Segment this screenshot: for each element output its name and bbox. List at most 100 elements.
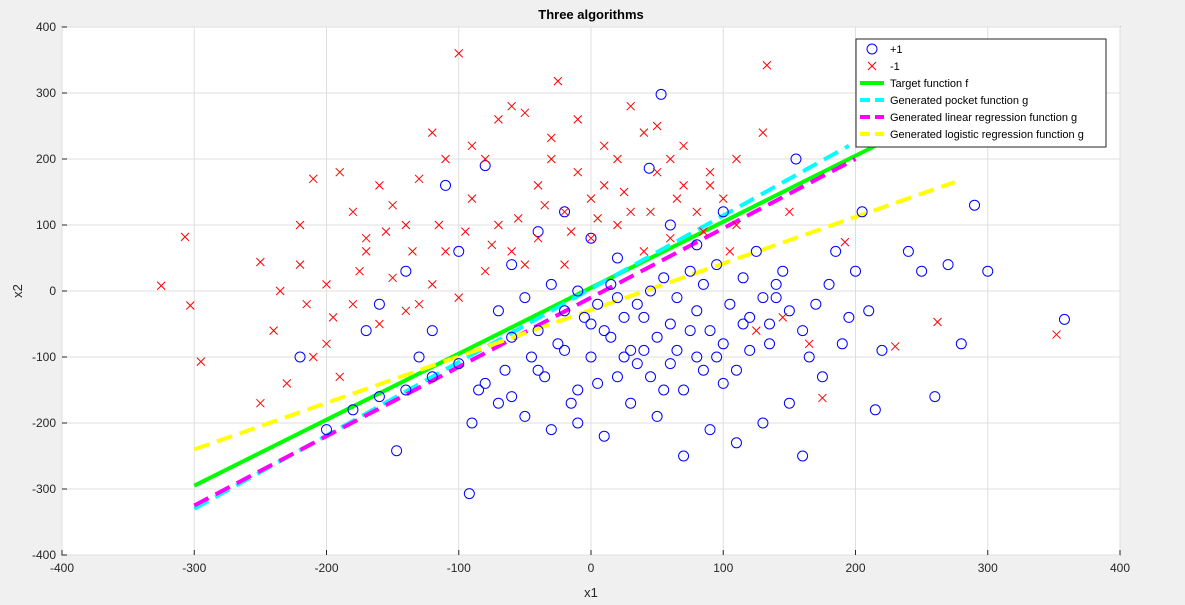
data-point-plus1 <box>479 160 491 172</box>
legend-label: +1 <box>890 44 903 56</box>
data-point-minus1 <box>414 299 424 309</box>
data-point-minus1 <box>355 266 364 276</box>
data-point-minus1 <box>185 301 195 310</box>
x-tick-label: 0 <box>588 561 595 575</box>
data-point-minus1 <box>732 220 741 230</box>
legend-label: Target function f <box>890 78 969 90</box>
data-point-minus1 <box>586 233 596 243</box>
data-point-minus1 <box>626 101 636 111</box>
data-point-minus1 <box>256 257 265 267</box>
data-point-plus1 <box>618 351 630 363</box>
data-point-minus1 <box>732 154 741 164</box>
y-tick-label: 300 <box>36 86 56 100</box>
data-point-minus1 <box>560 207 569 217</box>
data-point-plus1 <box>929 391 941 403</box>
data-point-plus1 <box>730 437 742 449</box>
data-point-minus1 <box>282 379 292 388</box>
data-point-plus1 <box>373 391 385 403</box>
data-point-plus1 <box>797 450 809 462</box>
data-point-minus1 <box>718 194 728 203</box>
data-point-plus1 <box>810 298 822 310</box>
data-point-minus1 <box>692 207 702 217</box>
data-point-minus1 <box>890 342 900 351</box>
data-point-plus1 <box>440 179 452 191</box>
data-point-minus1 <box>256 398 265 408</box>
data-point-minus1 <box>840 237 850 247</box>
y-tick-label: -100 <box>32 350 56 364</box>
data-point-minus1 <box>361 233 371 243</box>
data-point-minus1 <box>626 207 636 217</box>
data-point-plus1 <box>790 153 802 165</box>
data-point-plus1 <box>664 219 676 231</box>
data-point-plus1 <box>598 325 610 337</box>
data-point-plus1 <box>717 377 729 389</box>
data-point-plus1 <box>585 318 597 330</box>
data-point-plus1 <box>764 318 776 330</box>
data-point-minus1 <box>599 181 609 190</box>
data-point-plus1 <box>592 298 604 310</box>
data-point-minus1 <box>441 247 450 256</box>
data-point-plus1 <box>691 239 703 251</box>
data-point-minus1 <box>705 181 715 190</box>
data-point-plus1 <box>631 298 643 310</box>
data-point-minus1 <box>461 227 470 236</box>
data-point-plus1 <box>611 252 623 264</box>
data-point-minus1 <box>480 266 490 276</box>
axis-ticks: -400 -300 -200 -100 0 100 200 300 400 -400 -300 -20… <box>32 20 1130 575</box>
data-point-minus1 <box>467 194 477 203</box>
data-point-minus1 <box>639 128 649 137</box>
data-point-plus1 <box>863 305 875 317</box>
data-point-plus1 <box>360 325 372 337</box>
data-point-plus1 <box>373 298 385 310</box>
data-point-plus1 <box>585 351 597 363</box>
data-point-plus1 <box>797 325 809 337</box>
data-point-plus1 <box>598 430 610 442</box>
data-point-minus1 <box>553 76 563 86</box>
data-point-minus1 <box>725 247 735 256</box>
data-point-minus1 <box>513 214 523 223</box>
x-tick-label: -100 <box>447 561 471 575</box>
data-point-plus1 <box>638 344 650 356</box>
data-point-minus1 <box>679 141 688 151</box>
data-point-plus1 <box>643 162 655 174</box>
data-point-minus1 <box>269 326 278 335</box>
x-axis-label: x1 <box>584 585 598 600</box>
data-point-minus1 <box>533 181 543 190</box>
data-point-minus1 <box>546 133 556 143</box>
data-point-plus1 <box>651 331 663 343</box>
data-point-plus1 <box>942 259 954 271</box>
data-point-minus1 <box>665 233 675 243</box>
data-point-plus1 <box>473 384 485 396</box>
data-point-plus1 <box>492 305 504 317</box>
data-point-plus1 <box>982 265 994 277</box>
data-point-plus1 <box>545 278 557 290</box>
data-point-minus1 <box>652 167 662 177</box>
data-point-plus1 <box>532 325 544 337</box>
data-point-minus1 <box>540 200 550 210</box>
data-point-minus1 <box>560 260 569 269</box>
data-point-plus1 <box>697 278 709 290</box>
data-point-plus1 <box>506 331 518 343</box>
data-point-minus1 <box>275 286 285 296</box>
data-point-plus1 <box>724 298 736 310</box>
data-point-plus1 <box>585 232 597 244</box>
data-point-minus1 <box>375 319 384 329</box>
data-point-plus1 <box>664 358 676 370</box>
data-point-plus1 <box>321 424 332 436</box>
data-point-minus1 <box>295 220 305 230</box>
data-point-minus1 <box>652 121 662 131</box>
data-point-plus1 <box>691 305 703 317</box>
data-point-minus1 <box>679 181 688 190</box>
data-point-plus1 <box>678 450 690 462</box>
data-point-plus1 <box>453 358 465 370</box>
data-point-minus1 <box>507 101 517 111</box>
data-point-plus1 <box>638 311 650 323</box>
data-point-minus1 <box>639 247 649 256</box>
data-point-minus1 <box>308 174 318 184</box>
data-point-plus1 <box>572 417 584 429</box>
y-tick-label: -300 <box>32 482 56 496</box>
data-point-minus1 <box>804 339 814 349</box>
data-point-minus1 <box>818 393 827 403</box>
legend-label: Generated logistic regression function g <box>890 129 1084 141</box>
data-point-plus1 <box>1058 313 1070 325</box>
